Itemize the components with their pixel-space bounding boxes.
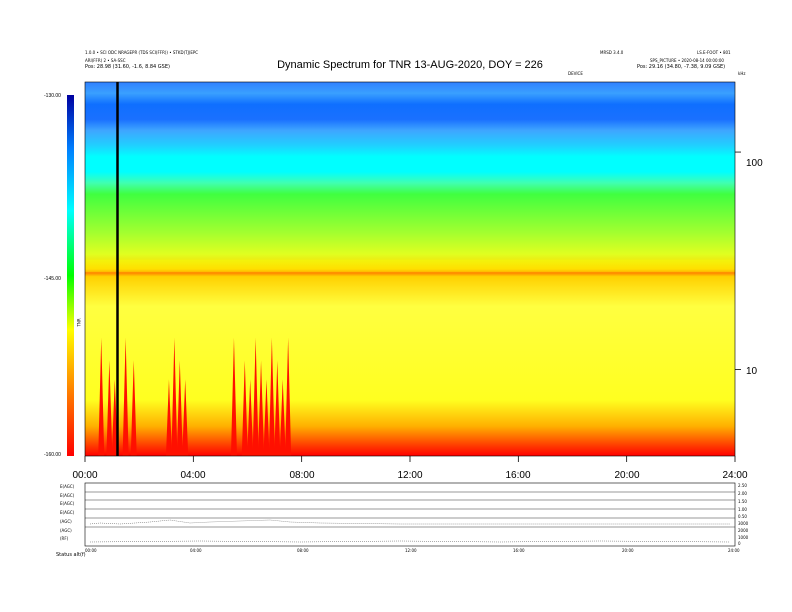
radio-burst [285,337,292,456]
status-footer: Status alt(f) [56,553,86,558]
colorbar-label: TNR [76,318,82,327]
header-left-line1: 1.0.0 • SCI ODC NRAGEPR (TDS SCI(FFR)) •… [85,50,199,55]
x-tick-label: 08:00 [289,470,315,481]
radio-bursts [98,337,292,456]
panel-label: E(AGC) [60,510,75,515]
radio-burst [176,360,183,456]
colorbar [67,95,74,456]
panel-right-label: 1.00 [738,507,747,512]
radio-burst [241,360,248,456]
pos-label: Pos: [637,64,648,70]
header-right-line4: DEVICE [568,71,583,76]
x-tick-label: 12:00 [397,470,423,481]
x-tick-label: 00:00 [72,470,98,481]
panel-label: (AGC) [60,528,72,533]
colorbar-tick-label: -160.00 [44,452,61,458]
panel-right-label: 1000 [738,535,749,540]
spectral-bands [85,259,735,273]
y-axis-ticks [735,151,741,370]
spectrogram [84,81,736,457]
panel-label: (AGC) [60,519,72,524]
panel-right-label: 0.50 [738,514,747,519]
panel-x-tick: 20:00 [622,548,634,553]
y-tick-label: 100 [746,158,763,169]
panel-right-label: 2.00 [738,491,747,496]
panel-label: (RF) [60,536,69,541]
panel-label: E(AGC) [60,493,75,498]
x-tick-label: 04:00 [180,470,206,481]
x-tick-label: 16:00 [505,470,531,481]
panel-right-label: 3000 [738,521,749,526]
colorbar-tick-label: -145.00 [44,276,61,282]
panel-label: E(AGC) [60,501,75,506]
radio-burst [130,360,137,456]
bottom-panel [84,482,736,547]
header-right-line1b: LS.E-FOOT • 801 [697,50,731,55]
radio-burst [258,360,265,456]
status-label: Status [56,552,72,558]
radio-burst [279,379,286,456]
radio-burst [247,379,254,456]
radio-burst [230,337,237,456]
radio-burst [106,360,113,456]
panel-x-tick: 04:00 [190,548,202,553]
header-right-line2: SPS_PICTURE • 2020-08-14 00:00:00 [650,58,724,63]
radio-burst [263,379,270,456]
pos-label: Pos: [85,64,96,70]
chart-title: Dynamic Spectrum for TNR 13-AUG-2020, DO… [277,59,543,71]
panel-right-label: 2.50 [738,483,747,488]
radio-burst [122,337,129,456]
panel-x-tick: 08:00 [297,548,309,553]
rf-trace [89,540,731,543]
panel-right-label: 0 [738,541,741,546]
header-left-line3: Pos: 28.98 (31.60, -1.6, 8.84 GSE) [85,65,170,70]
pos-value: 29.16 (34.80, -7.38, 9.09 GSE) [648,64,726,70]
radio-burst [268,337,275,456]
panel-right-label: 2000 [738,528,749,533]
header-right-line3: Pos: 29.16 (34.80, -7.38, 9.09 GSE) [637,65,725,70]
bottom-panel-frame [84,482,736,547]
panel-x-tick: 00:00 [85,548,97,553]
status-value: alt(f) [73,552,86,558]
radio-burst [171,337,178,456]
radio-burst [252,337,259,456]
panel-label: E(AGC) [60,484,75,489]
pos-value: 28.98 (31.60, -1.6, 8.84 GSE) [96,64,170,70]
panel-x-tick: 12:00 [405,548,417,553]
unit-label: kHz [738,71,746,76]
panel-x-tick: 16:00 [513,548,525,553]
colorbar-tick-label: -130.00 [44,93,61,99]
spectrogram-background [85,82,735,456]
x-tick-label: 24:00 [722,470,748,481]
radio-burst [98,337,105,456]
x-tick-label: 20:00 [614,470,640,481]
header-right-line1a: MRSD 3.4.0 [600,50,624,55]
spectral-band [85,259,735,273]
y-tick-label: 10 [746,366,758,377]
radio-burst [165,379,172,456]
header-left-line2: ARI(FFR) 2 • SA-SSC [85,58,126,63]
radio-burst [182,379,189,456]
panel-x-tick: 24:00 [728,548,740,553]
x-axis-ticks [84,456,736,462]
radio-burst [274,360,281,456]
agc-trace [89,519,730,525]
panel-right-label: 1.50 [738,499,747,504]
